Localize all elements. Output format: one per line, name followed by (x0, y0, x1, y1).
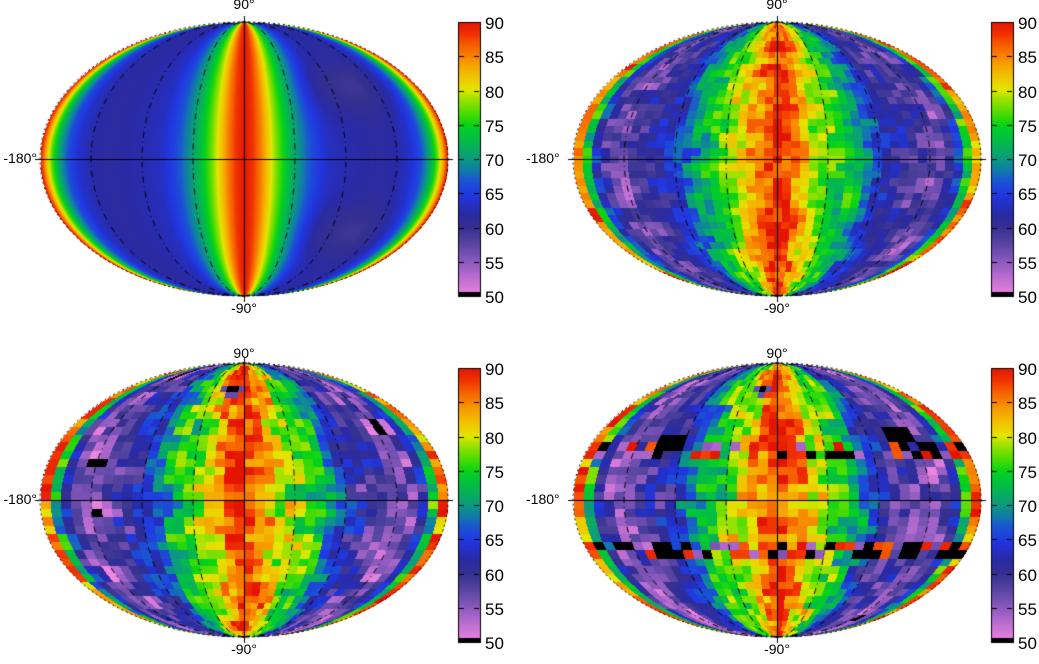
sky-map-panel-bottom-right: 90° -90° -180° 90 85 80 75 70 65 60 55 50 (519, 332, 1039, 664)
south-pole-label: -90° (231, 300, 257, 316)
colorbar-tick-label: 50 (1018, 288, 1037, 307)
north-pole-label: 90° (766, 345, 788, 361)
colorbar-tick-label: 70 (1018, 151, 1037, 170)
south-pole-label: -90° (231, 641, 257, 657)
sky-map-panel-bottom-left: 90° -90° -180° 90 85 80 75 70 65 60 55 50 (0, 332, 520, 664)
map-canvas (519, 0, 1039, 332)
colorbar-tick-label: 80 (485, 428, 504, 448)
colorbar-tick-label: 75 (1018, 116, 1037, 136)
colorbar-tick-label: 65 (485, 531, 504, 551)
colorbar-tick-label: 90 (485, 360, 504, 379)
colorbar-tick-label: 85 (1018, 394, 1037, 414)
colorbar-tick-label: 60 (1018, 565, 1037, 585)
north-pole-label: 90° (233, 345, 255, 361)
map-canvas (0, 332, 520, 664)
colorbar-tick-label: 50 (1018, 634, 1037, 653)
colorbar-tick-label: 75 (1018, 462, 1037, 482)
sky-map-panel-top-right: 90° -90° -180° 90 85 80 75 70 65 60 55 50 (519, 0, 1039, 332)
longitude-label: -180° (526, 150, 560, 166)
colorbar-tick-label: 55 (1018, 599, 1037, 619)
colorbar-tick-label: 90 (485, 14, 504, 33)
colorbar-tick-label: 50 (485, 634, 504, 653)
north-pole-label: 90° (766, 0, 788, 12)
map-canvas (0, 0, 520, 332)
colorbar-tick-label: 60 (1018, 219, 1037, 239)
north-pole-label: 90° (233, 0, 255, 12)
colorbar-tick-label: 85 (485, 48, 504, 68)
colorbar-tick-label: 70 (485, 497, 504, 516)
south-pole-label: -90° (764, 300, 790, 316)
colorbar-tick-label: 85 (1018, 48, 1037, 68)
colorbar-tick-label: 90 (1018, 14, 1037, 33)
colorbar-tick-label: 70 (1018, 497, 1037, 516)
longitude-label: -180° (3, 491, 37, 507)
longitude-label: -180° (3, 150, 37, 166)
colorbar-tick-label: 80 (1018, 82, 1037, 102)
sky-map-panel-top-left: 90° -90° -180° 90 85 80 75 70 65 60 55 50 (0, 0, 520, 332)
colorbar-tick-label: 80 (1018, 428, 1037, 448)
colorbar-tick-label: 55 (485, 599, 504, 619)
colorbar-tick-label: 65 (1018, 531, 1037, 551)
colorbar-tick-label: 55 (1018, 253, 1037, 273)
colorbar-tick-label: 75 (485, 116, 504, 136)
colorbar-tick-label: 65 (485, 185, 504, 205)
colorbar-tick-label: 90 (1018, 360, 1037, 379)
colorbar-tick-label: 60 (485, 565, 504, 585)
colorbar-tick-label: 85 (485, 394, 504, 414)
colorbar-tick-label: 50 (485, 288, 504, 307)
colorbar-tick-label: 80 (485, 82, 504, 102)
longitude-label: -180° (526, 491, 560, 507)
map-canvas (519, 332, 1039, 664)
south-pole-label: -90° (764, 641, 790, 657)
colorbar-tick-label: 55 (485, 253, 504, 273)
colorbar-tick-label: 60 (485, 219, 504, 239)
colorbar-tick-label: 75 (485, 462, 504, 482)
colorbar-tick-label: 65 (1018, 185, 1037, 205)
colorbar-tick-label: 70 (485, 151, 504, 170)
